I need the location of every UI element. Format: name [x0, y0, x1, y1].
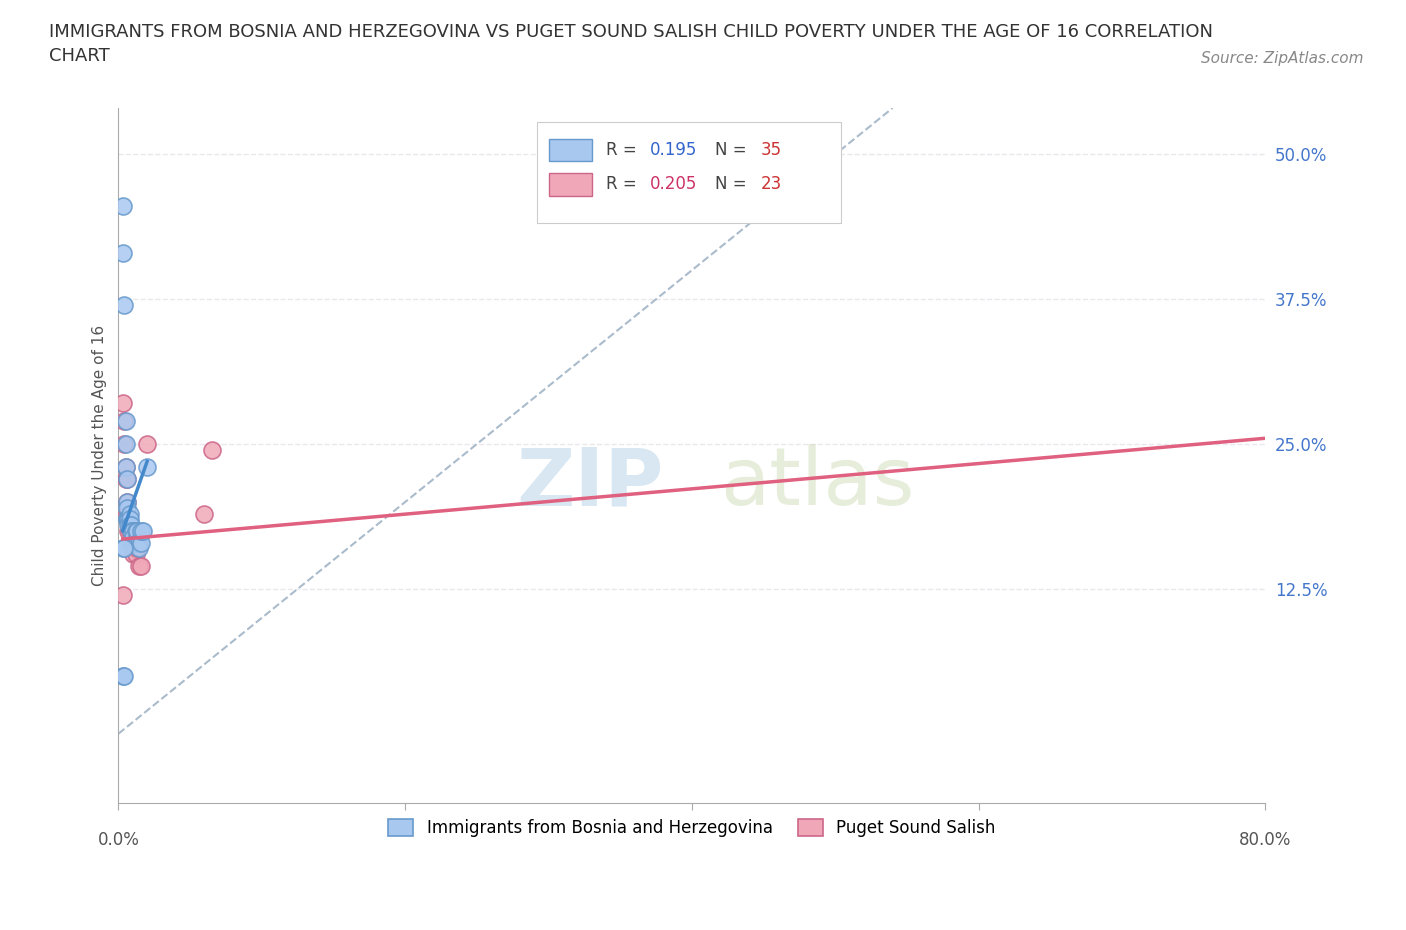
Point — [121, 524, 143, 538]
Point — [111, 587, 134, 602]
Point — [115, 512, 138, 526]
Point — [111, 541, 134, 556]
Bar — [548, 139, 592, 161]
Text: ZIP: ZIP — [516, 445, 664, 523]
Point — [131, 558, 153, 573]
Point — [115, 512, 138, 526]
Point — [128, 535, 150, 550]
Point — [125, 524, 148, 538]
Point — [122, 535, 145, 550]
Point — [118, 506, 141, 521]
Point — [120, 518, 142, 533]
Point — [115, 472, 138, 486]
Point — [112, 414, 135, 429]
Point — [112, 541, 135, 556]
Point — [115, 495, 138, 510]
Point — [118, 518, 141, 533]
Point — [111, 669, 134, 684]
Point — [114, 436, 136, 451]
Point — [136, 436, 159, 451]
Point — [112, 298, 135, 312]
Point — [114, 414, 136, 429]
Text: IMMIGRANTS FROM BOSNIA AND HERZEGOVINA VS PUGET SOUND SALISH CHILD POVERTY UNDER: IMMIGRANTS FROM BOSNIA AND HERZEGOVINA V… — [49, 23, 1213, 65]
Point — [125, 535, 148, 550]
Point — [114, 472, 136, 486]
Text: R =: R = — [606, 140, 643, 159]
Text: R =: R = — [606, 176, 643, 193]
Point — [115, 500, 138, 515]
Point — [112, 436, 135, 451]
Text: 23: 23 — [761, 176, 782, 193]
Legend: Immigrants from Bosnia and Herzegovina, Puget Sound Salish: Immigrants from Bosnia and Herzegovina, … — [381, 812, 1002, 844]
Point — [136, 459, 159, 474]
Point — [111, 396, 134, 411]
Text: 35: 35 — [761, 140, 782, 159]
Point — [115, 495, 138, 510]
Point — [121, 529, 143, 544]
Point — [114, 459, 136, 474]
Point — [124, 524, 146, 538]
Text: Source: ZipAtlas.com: Source: ZipAtlas.com — [1201, 51, 1364, 66]
Point — [111, 246, 134, 260]
Text: 0.0%: 0.0% — [97, 831, 139, 849]
Point — [128, 541, 150, 556]
Point — [121, 547, 143, 562]
Point — [118, 512, 141, 526]
Text: 0.205: 0.205 — [650, 176, 697, 193]
Point — [131, 524, 153, 538]
Point — [121, 541, 143, 556]
Point — [124, 535, 146, 550]
Bar — [548, 173, 592, 195]
Point — [111, 199, 134, 214]
Point — [118, 524, 141, 538]
Point — [132, 524, 155, 538]
Point — [193, 506, 215, 521]
Point — [122, 541, 145, 556]
Text: N =: N = — [714, 140, 752, 159]
Point — [115, 506, 138, 521]
Point — [125, 541, 148, 556]
Point — [117, 518, 139, 533]
Point — [117, 512, 139, 526]
Text: atlas: atlas — [721, 445, 915, 523]
Point — [117, 512, 139, 526]
Point — [124, 547, 146, 562]
Text: 80.0%: 80.0% — [1239, 831, 1292, 849]
Point — [117, 524, 139, 538]
Text: N =: N = — [714, 176, 752, 193]
Y-axis label: Child Poverty Under the Age of 16: Child Poverty Under the Age of 16 — [93, 326, 107, 586]
Point — [112, 669, 135, 684]
Point — [131, 535, 153, 550]
Point — [128, 558, 150, 573]
Point — [115, 472, 138, 486]
Point — [120, 535, 142, 550]
Point — [201, 443, 224, 458]
FancyBboxPatch shape — [537, 122, 841, 222]
Point — [114, 459, 136, 474]
Text: 0.195: 0.195 — [650, 140, 697, 159]
Point — [120, 524, 142, 538]
